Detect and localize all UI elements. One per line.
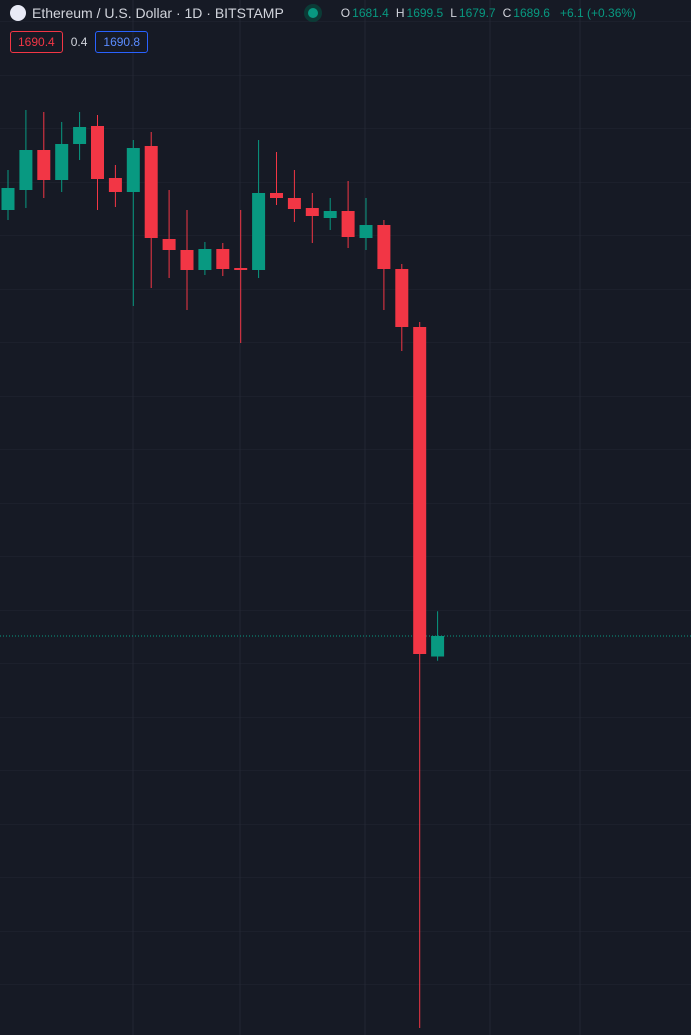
candle-body xyxy=(377,225,391,269)
candle-body xyxy=(216,249,230,269)
ohlc-value: 1699.5 xyxy=(406,6,444,20)
candle-body xyxy=(19,150,33,190)
ohlc-value: 1681.4 xyxy=(352,6,389,20)
candle-body xyxy=(37,150,51,180)
candle-body xyxy=(305,208,319,216)
candle-body xyxy=(126,148,140,192)
candle-body xyxy=(431,636,445,657)
market-status[interactable] xyxy=(307,8,318,18)
ohlc-value: 1689.6 xyxy=(513,6,550,20)
symbol-logo xyxy=(10,5,26,21)
ohlc-key: H xyxy=(395,6,405,20)
ohlc-key: C xyxy=(502,6,512,20)
candle-body xyxy=(270,193,283,198)
candle-body xyxy=(180,250,194,270)
candle-body xyxy=(359,225,373,238)
spread: 0.4 xyxy=(70,35,88,49)
candle-body xyxy=(144,146,158,238)
candle-body xyxy=(108,178,122,192)
candle-body xyxy=(323,211,337,218)
candle-body xyxy=(73,127,87,144)
candle-body xyxy=(91,126,104,179)
bid[interactable]: 1690.4 xyxy=(10,31,63,53)
candle-body xyxy=(252,193,266,270)
candle-body xyxy=(162,239,176,250)
header: Ethereum / U.S. Dollar · 1D · BITSTAMP O… xyxy=(10,5,636,21)
candle-body xyxy=(1,188,15,210)
ohlc: O 1681.4 H 1699.5 L 1679.7 C 1689.6 xyxy=(336,6,550,20)
ohlc-key: L xyxy=(450,6,457,20)
quote: 1690.4 0.4 1690.8 xyxy=(10,31,149,53)
ohlc-value: 1679.7 xyxy=(458,6,496,20)
candle-body xyxy=(287,198,301,209)
candle-body xyxy=(234,268,248,270)
ask[interactable]: 1690.8 xyxy=(95,31,149,53)
candle-body xyxy=(341,211,355,237)
candle-body xyxy=(198,249,212,270)
change: +6.1 (+0.36%) xyxy=(559,6,637,20)
symbol-title[interactable]: Ethereum / U.S. Dollar · 1D · BITSTAMP xyxy=(32,5,284,21)
candle-body xyxy=(395,269,409,327)
candle-body xyxy=(413,327,427,654)
candle-body xyxy=(55,144,69,180)
ohlc-key: O xyxy=(340,6,351,20)
